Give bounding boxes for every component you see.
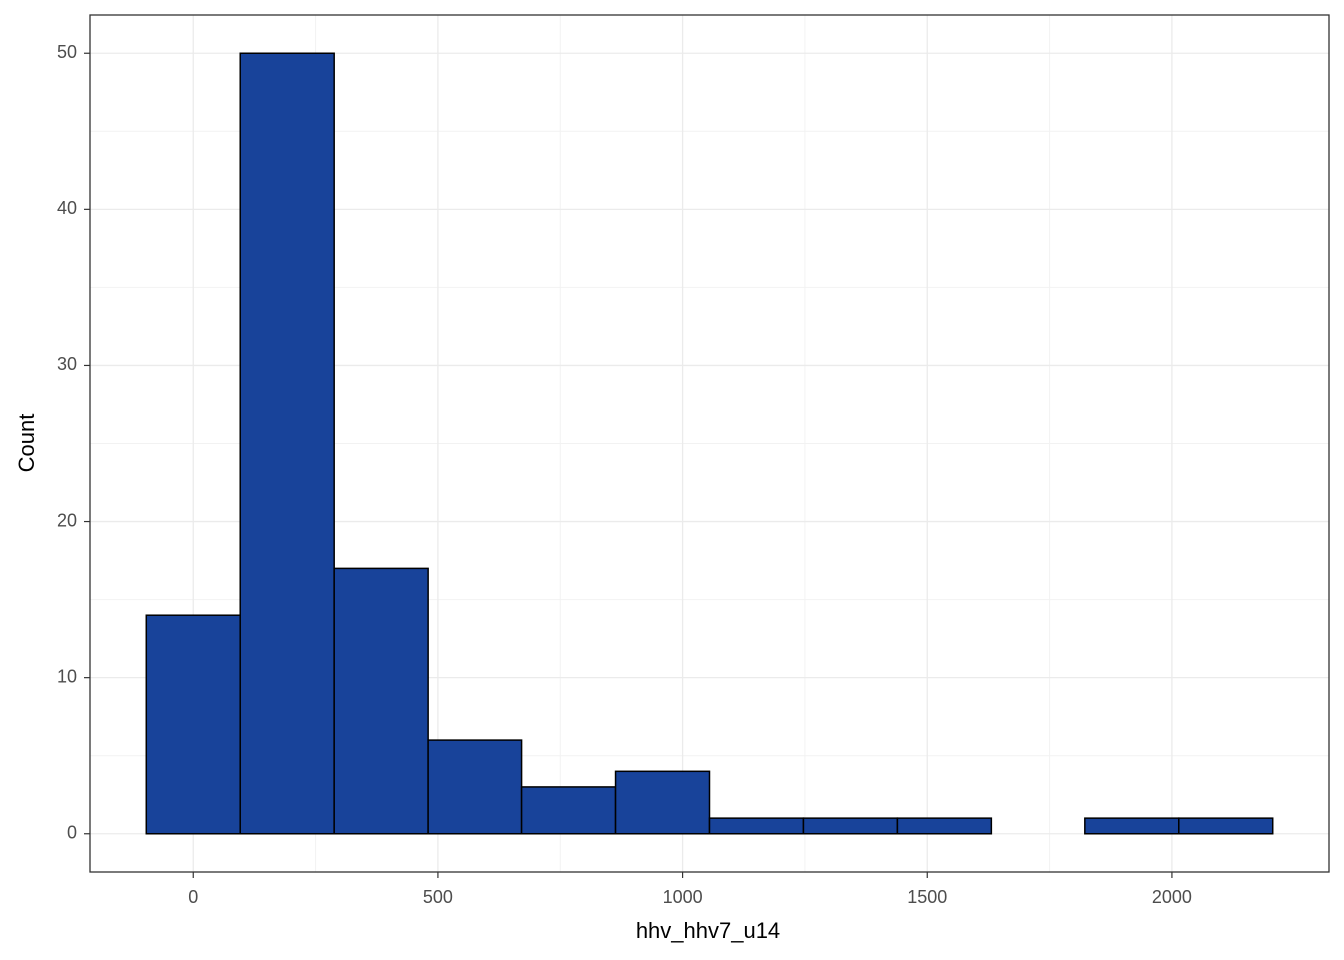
- bar: [614, 770, 711, 835]
- bar: [427, 739, 523, 835]
- x-tick-label: 1500: [907, 887, 947, 907]
- y-tick-label: 30: [57, 354, 77, 374]
- y-tick-label: 10: [57, 666, 77, 686]
- y-tick-label: 0: [67, 823, 77, 843]
- x-tick-label: 1000: [663, 887, 703, 907]
- bar: [1178, 817, 1274, 835]
- bar: [802, 817, 899, 835]
- y-tick-label: 40: [57, 198, 77, 218]
- y-axis-title: Count: [14, 414, 39, 473]
- bar: [1084, 817, 1180, 835]
- bar: [145, 614, 241, 835]
- x-axis-title: hhv_hhv7_u14: [636, 918, 780, 943]
- x-tick-label: 500: [423, 887, 453, 907]
- y-tick-label: 20: [57, 510, 77, 530]
- bar: [896, 817, 993, 835]
- y-tick-label: 50: [57, 42, 77, 62]
- x-tick-label: 0: [188, 887, 198, 907]
- panel-border: [89, 14, 1330, 873]
- x-tick-label: 2000: [1152, 887, 1192, 907]
- bar: [520, 786, 617, 835]
- bar: [333, 567, 429, 835]
- bar: [708, 817, 805, 835]
- bar: [239, 52, 335, 835]
